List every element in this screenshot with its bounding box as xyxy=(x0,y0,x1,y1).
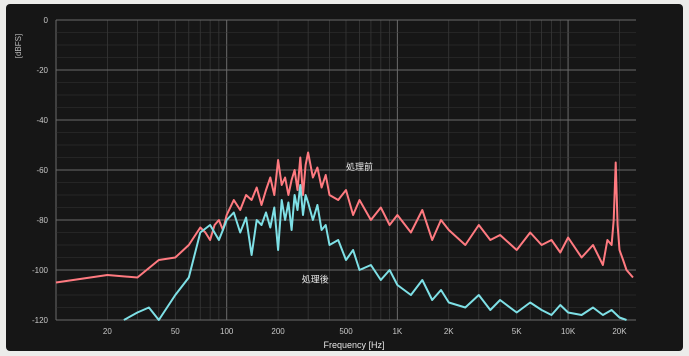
y-tick-label: -40 xyxy=(36,116,48,125)
x-tick-label: 5K xyxy=(512,327,522,336)
y-tick-label: 0 xyxy=(44,16,49,25)
x-axis-label: Frequency [Hz] xyxy=(323,340,384,350)
x-tick-label: 20K xyxy=(612,327,627,336)
spectrum-chart: 0 -20 -40 -60 -80 -100 -120 20 50 100 200 500 1K 2K 5K… xyxy=(6,4,683,351)
x-tick-label: 50 xyxy=(171,327,180,336)
series-before-line xyxy=(55,151,634,284)
annotation-before: 処理前 xyxy=(346,161,373,172)
x-tick-label: 20 xyxy=(103,327,112,336)
y-tick-label: -120 xyxy=(32,316,49,325)
spectrum-plot: 0 -20 -40 -60 -80 -100 -120 20 50 100 200 500 1K 2K 5K… xyxy=(14,16,636,350)
y-tick-label: -20 xyxy=(36,66,48,75)
x-tick-label: 10K xyxy=(561,327,576,336)
x-tick-label: 1K xyxy=(392,327,402,336)
y-axis-label: [dBFS] xyxy=(14,34,23,58)
x-tick-label: 500 xyxy=(339,327,353,336)
series-after-line xyxy=(123,184,627,321)
y-tick-label: -100 xyxy=(32,266,49,275)
x-tick-label: 100 xyxy=(220,327,234,336)
annotation-after: 処理後 xyxy=(302,274,329,285)
y-tick-label: -80 xyxy=(36,216,48,225)
tick-labels: 0 -20 -40 -60 -80 -100 -120 20 50 100 200 500 1K 2K 5K… xyxy=(32,16,627,336)
grid xyxy=(55,19,636,321)
x-tick-label: 2K xyxy=(444,327,454,336)
series-layer xyxy=(55,151,634,321)
x-tick-label: 200 xyxy=(271,327,285,336)
y-tick-label: -60 xyxy=(36,166,48,175)
